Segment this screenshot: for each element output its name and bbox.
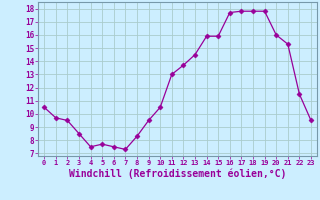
X-axis label: Windchill (Refroidissement éolien,°C): Windchill (Refroidissement éolien,°C) <box>69 169 286 179</box>
